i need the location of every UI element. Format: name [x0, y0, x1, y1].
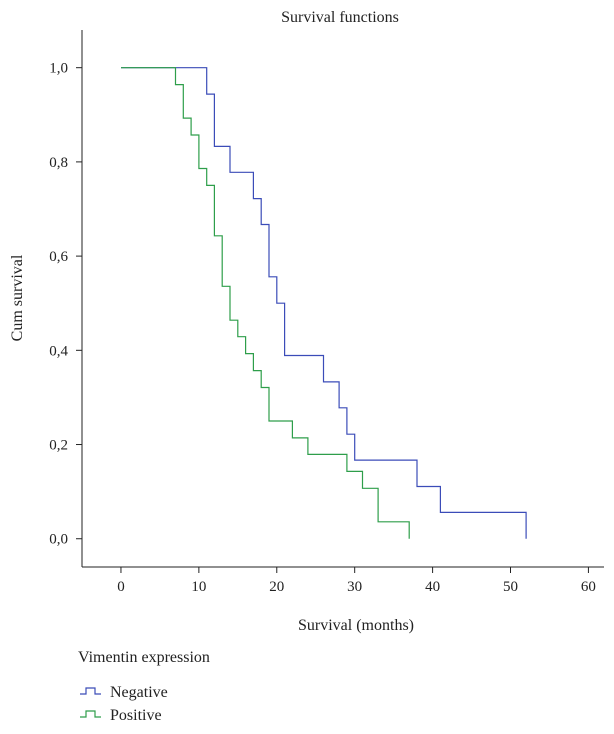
x-tick-label: 30 — [347, 579, 362, 595]
y-tick-label: 0,4 — [49, 343, 68, 359]
legend-title: Vimentin expression — [78, 649, 210, 666]
x-tick-label: 0 — [117, 579, 125, 595]
legend-swatch-negative — [80, 687, 101, 695]
series-line-negative — [121, 67, 527, 539]
x-tick-label: 10 — [191, 579, 206, 595]
x-tick-label: 40 — [425, 579, 440, 595]
x-tick-label: 20 — [269, 579, 284, 595]
y-tick-label: 0,2 — [49, 438, 68, 454]
x-tick-label: 50 — [503, 579, 518, 595]
y-tick-label: 1,0 — [49, 61, 68, 77]
legend-label-negative: Negative — [110, 684, 168, 701]
y-tick-label: 0,8 — [49, 155, 68, 171]
x-tick-label: 60 — [581, 579, 596, 595]
series-line-positive — [121, 67, 410, 539]
y-axis-title: Cum survival — [9, 254, 26, 341]
legend-label-positive: Positive — [110, 707, 162, 724]
y-tick-label: 0,6 — [49, 249, 68, 265]
chart-title: Survival functions — [281, 9, 399, 26]
plot-area: 0 10 20 30 40 50 60 0,0 0,2 0,4 0,6 0,8 1,0 — [49, 30, 604, 595]
legend-swatch-positive — [80, 710, 101, 718]
y-tick-label: 0,0 — [49, 532, 68, 548]
legend: Negative Positive — [80, 684, 168, 724]
x-axis-title: Survival (months) — [298, 617, 414, 634]
